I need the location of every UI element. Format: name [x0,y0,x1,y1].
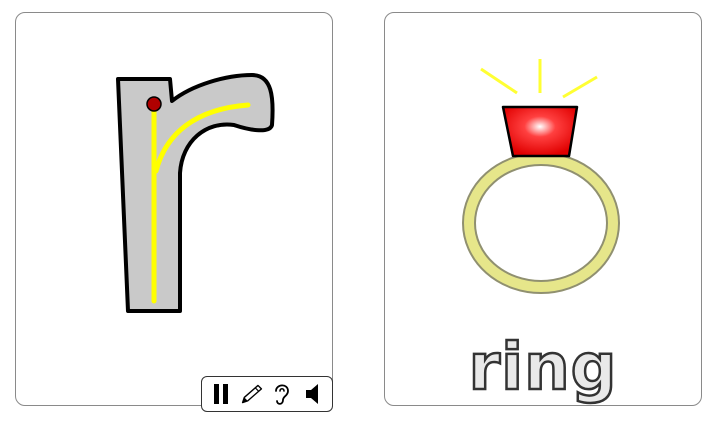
picture-card: ring [384,12,702,406]
sparkle-line-left [480,67,518,95]
stroke-guide-arch [153,102,251,174]
pencil-icon [241,384,262,404]
sound-button[interactable] [301,381,325,407]
pause-icon [214,384,229,404]
pause-button[interactable] [209,381,233,407]
letter-card [15,12,333,412]
picture-word: ring [467,330,618,407]
ear-icon [275,384,290,405]
ring-band-inner [464,154,618,292]
speaker-icon [305,384,318,404]
ring-gem [501,105,579,158]
pencil-button[interactable] [240,381,264,407]
listen-button[interactable] [270,381,294,407]
letter-r-shape [116,73,275,313]
letter-r-figure [116,73,275,313]
sparkle-line-right [562,75,598,99]
ring-illustration [462,59,620,294]
start-dot [146,96,162,112]
control-toolbar [201,376,333,412]
